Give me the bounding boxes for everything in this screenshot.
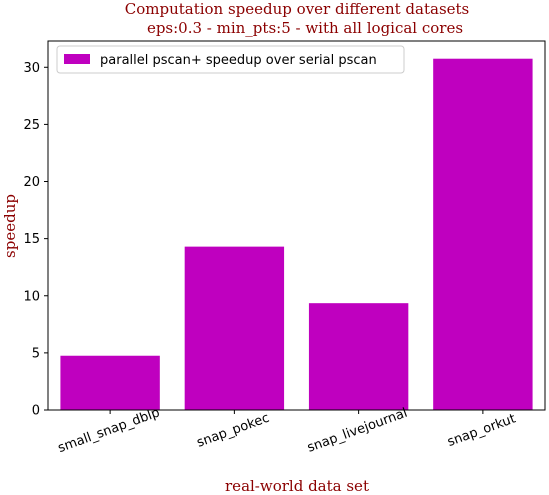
y-tick-label: 15 — [23, 232, 40, 247]
chart-title-line-2: eps:0.3 - min_pts:5 - with all logical c… — [147, 19, 463, 37]
y-tick-label: 20 — [23, 175, 40, 190]
y-axis-label: speedup — [1, 194, 19, 258]
bar-snap-orkut — [433, 58, 533, 411]
x-axis: small_snap_dblp snap_pokec snap_livejourna… — [56, 405, 518, 456]
legend-swatch — [64, 54, 90, 64]
legend-box — [56, 45, 405, 74]
y-tick-label: 5 — [32, 346, 40, 361]
chart-title-line-1: Computation speedup over different datas… — [125, 0, 470, 18]
y-tick-label: 0 — [32, 404, 40, 419]
y-tick-label: 30 — [23, 61, 40, 76]
x-tick-label: snap_orkut — [446, 411, 518, 450]
bar-snap-livejournal — [308, 303, 409, 410]
bar-small-snap-dblp — [60, 355, 160, 410]
bars-group — [60, 58, 533, 411]
bar-snap-pokec — [184, 246, 285, 410]
x-tick-label: snap_livejournal — [305, 406, 409, 456]
chart-title: Computation speedup over different datas… — [125, 0, 470, 37]
x-axis-label: real-world data set — [225, 477, 369, 495]
x-tick-label: snap_pokec — [195, 411, 272, 451]
y-tick-label: 25 — [23, 118, 40, 133]
x-tick-label: small_snap_dblp — [56, 405, 162, 456]
legend: parallel pscan+ speedup over serial psca… — [56, 45, 405, 74]
legend-label: parallel pscan+ speedup over serial psca… — [100, 53, 377, 68]
plot-frame — [47, 40, 546, 411]
y-axis: 0 5 10 15 20 25 30 — [23, 61, 48, 419]
y-tick-label: 10 — [23, 289, 40, 304]
